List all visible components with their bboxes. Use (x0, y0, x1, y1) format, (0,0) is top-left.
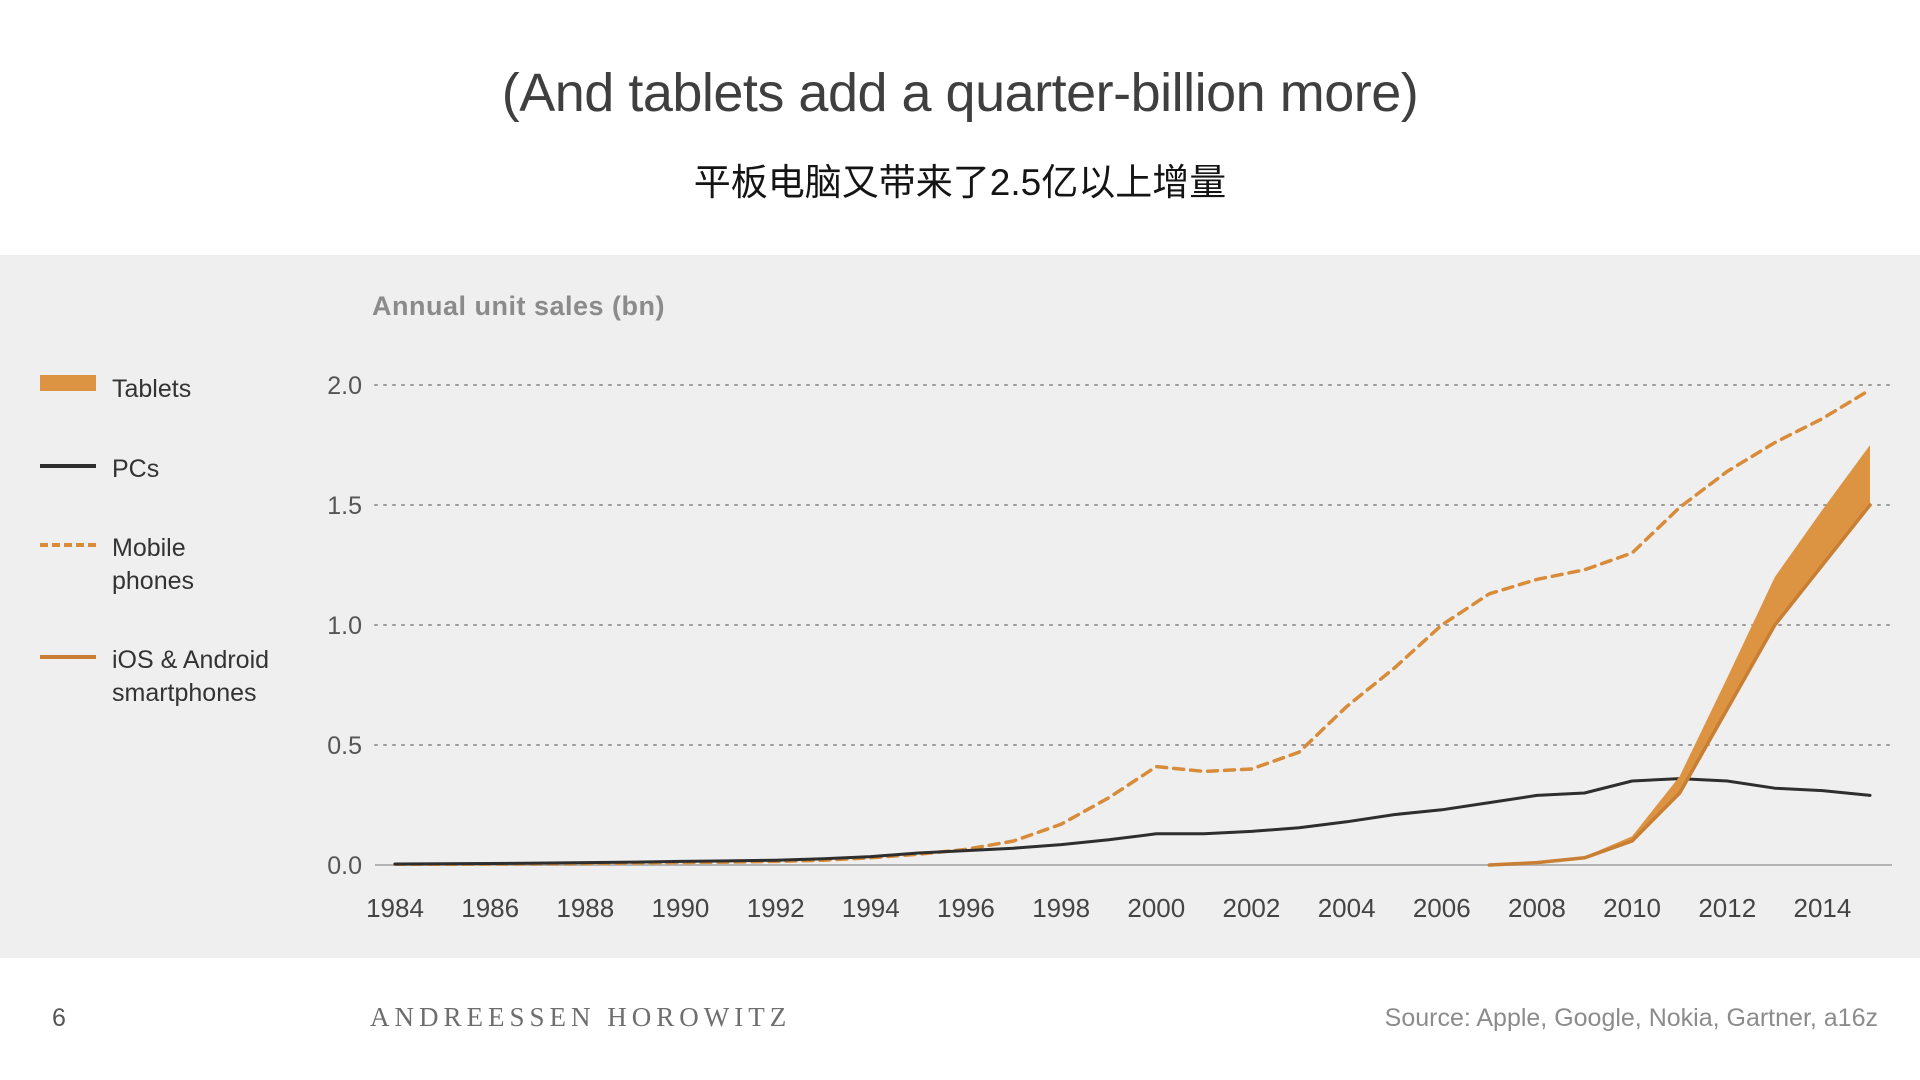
x-tick-label: 2014 (1793, 893, 1851, 923)
legend-label-pcs: PCs (112, 454, 160, 483)
smartphones-line-swatch-icon (40, 655, 96, 659)
x-tick-label: 2006 (1413, 893, 1471, 923)
x-tick-label: 2008 (1508, 893, 1566, 923)
x-tick-label: 2012 (1698, 893, 1756, 923)
x-tick-label: 1986 (461, 893, 519, 923)
y-tick-label: 1.0 (327, 612, 362, 640)
x-tick-label: 1990 (652, 893, 710, 923)
page-number: 6 (52, 1004, 66, 1032)
x-tick-label: 1984 (366, 893, 424, 923)
legend-label-mobile-phones: Mobile phones (112, 534, 195, 595)
legend-item-mobile-phones: Mobile phones (40, 532, 270, 597)
series-ios-android-smartphones-line (1487, 503, 1872, 867)
legend-item-smartphones: iOS & Android smartphones (40, 644, 270, 709)
x-tick-label: 2010 (1603, 893, 1661, 923)
y-tick-label: 0.0 (327, 852, 362, 880)
y-tick-label: 0.5 (327, 732, 362, 760)
mobile-phones-dashed-swatch-icon (40, 543, 96, 547)
slide-header: (And tablets add a quarter-billion more)… (0, 0, 1920, 255)
slide-title: (And tablets add a quarter-billion more) (501, 63, 1419, 123)
y-tick-label: 2.0 (327, 372, 362, 400)
legend-item-pcs: PCs (40, 453, 270, 486)
x-tick-label: 2004 (1318, 893, 1376, 923)
legend-label-smartphones: iOS & Android smartphones (112, 646, 270, 707)
tablets-band-swatch-icon (40, 375, 96, 391)
x-tick-label: 1998 (1032, 893, 1090, 923)
legend-item-tablets: Tablets (40, 373, 270, 406)
series-pcs-line (393, 777, 1872, 866)
y-tick-label: 1.5 (327, 492, 362, 520)
chart-area: Annual unit sales (bn) Tablets PCs Mobil… (0, 255, 1920, 958)
brand-logo: ANDREESSEN HOROWITZ (370, 1002, 792, 1032)
chart-plot: 0.0 0.5 1.0 1.5 2.0 1984 1986 1988 1990 1992 1994 1… (327, 372, 1893, 923)
series-mobile-phones-line (393, 388, 1872, 867)
slide-footer: 6 ANDREESSEN HOROWITZ Source: Apple, Goo… (0, 958, 1920, 1080)
x-tick-label: 1994 (842, 893, 900, 923)
x-tick-label: 2002 (1223, 893, 1281, 923)
series-tablets-band (1489, 445, 1870, 865)
x-tick-label: 1992 (747, 893, 805, 923)
legend-label-tablets: Tablets (112, 375, 192, 403)
source-note: Source: Apple, Google, Nokia, Gartner, a… (1384, 1004, 1878, 1032)
x-tick-label: 1996 (937, 893, 995, 923)
pcs-line-swatch-icon (40, 463, 96, 468)
chart-title: Annual unit sales (bn) (372, 291, 666, 321)
x-tick-label: 2000 (1127, 893, 1185, 923)
chart-legend: Tablets PCs Mobile phones iOS & Android … (40, 373, 270, 756)
x-tick-label: 1988 (556, 893, 614, 923)
slide-subtitle: 平板电脑又带来了2.5亿以上增量 (693, 162, 1227, 203)
